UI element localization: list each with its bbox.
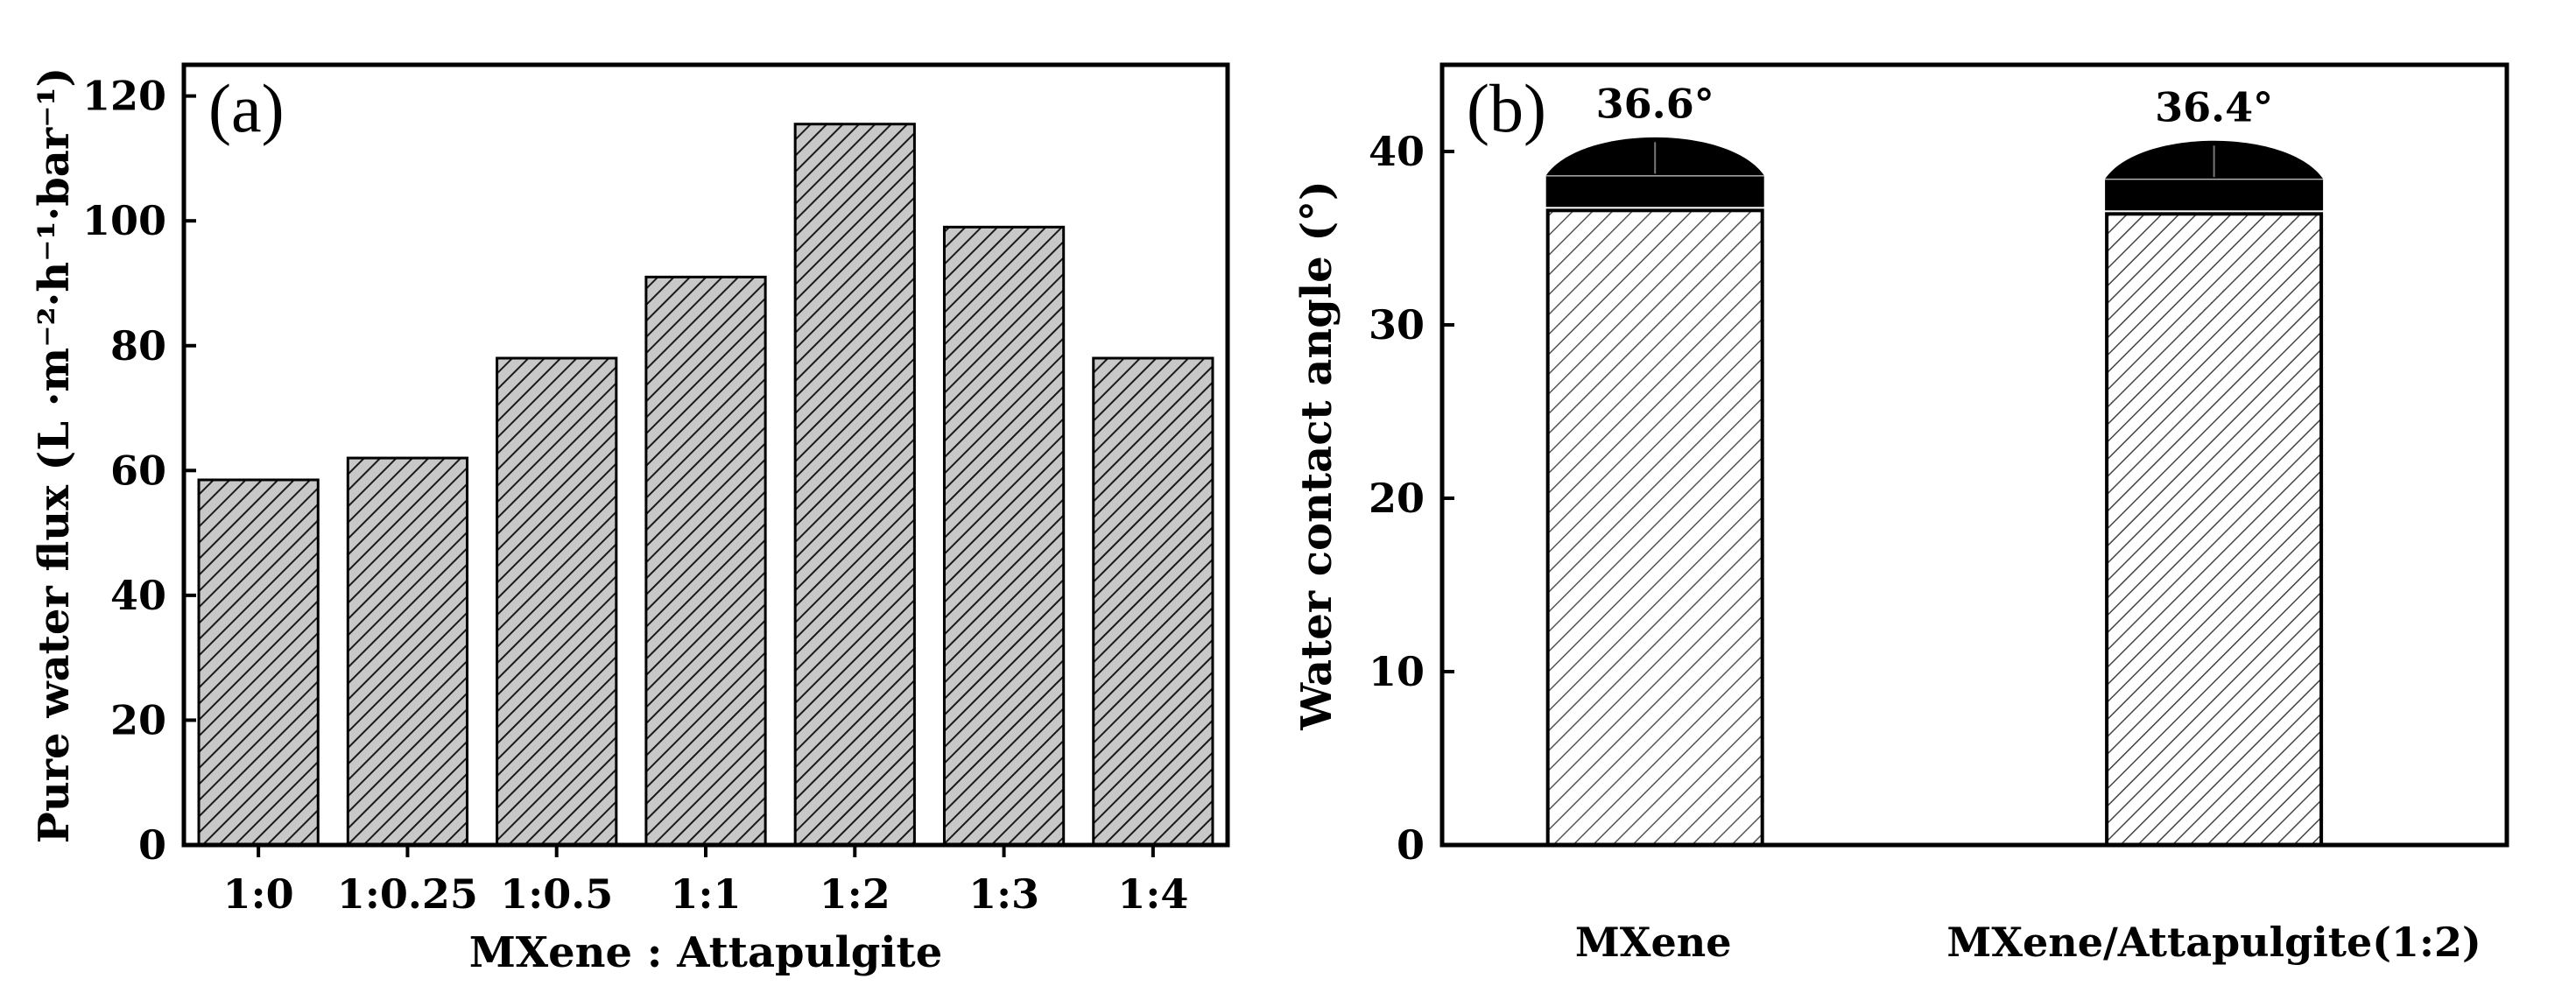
panel-a-y-tick-label: 60 (110, 447, 166, 494)
panel-a-x-tick-label: 1:1 (671, 870, 742, 918)
panel-b: (b) 0 10 20 30 40 36.6° 36.4° MXene MXene/Atta… (1292, 62, 2509, 966)
panel-b-y-axis-title: Water contact angle (°) (1292, 180, 1341, 731)
panel-b-x-ticklabels: MXene MXene/Attapulgite(1:2) (1575, 919, 2481, 966)
panel-a-y-tick-label: 120 (82, 73, 166, 120)
panel-a-label: (a) (208, 70, 285, 146)
panel-a-bar (1092, 356, 1214, 847)
panel-b-x-tick-label: MXene (1575, 919, 1732, 966)
panel-a-y-ticks: 0 20 40 60 80 100 120 (82, 73, 196, 869)
panel-a-x-tick-label: 1:0.5 (500, 870, 613, 918)
panel-a-y-tick-label: 20 (110, 696, 166, 743)
panel-b-bars: 36.6° 36.4° (1545, 80, 2324, 847)
panel-a: (a) 0 20 40 60 80 100 120 1:0 1:0.25 1:0.5 1:1 1:2… (30, 62, 1230, 977)
panel-a-x-tick-label: 1:3 (968, 870, 1039, 918)
panel-a-bar (942, 225, 1066, 847)
panel-a-y-tick-label: 100 (82, 197, 166, 244)
panel-b-y-tick-label: 30 (1369, 301, 1425, 349)
panel-b-bar (2105, 212, 2324, 847)
panel-b-y-tick-label: 40 (1369, 128, 1425, 175)
panel-b-angle-label: 36.4° (2155, 83, 2273, 130)
panel-a-bar (346, 456, 469, 847)
panel-a-y-tick-label: 40 (110, 572, 166, 619)
panel-a-bar (793, 123, 916, 847)
panel-b-y-ticks: 0 10 20 30 40 (1369, 128, 1454, 869)
panel-b-y-tick-label: 20 (1369, 475, 1425, 522)
panel-a-x-axis-title: MXene : Attapulgite (469, 928, 943, 977)
panel-b-angle-label: 36.6° (1596, 80, 1714, 127)
panel-a-y-tick-label: 0 (138, 821, 166, 869)
panel-a-x-tick-label: 1:2 (820, 870, 890, 918)
panel-b-y-tick-label: 10 (1369, 648, 1425, 695)
panel-a-x-tick-label: 1:0.25 (337, 870, 478, 918)
panel-b-substrate (2105, 179, 2324, 211)
panel-a-x-tick-label: 1:0 (223, 870, 294, 918)
panel-b-plot-frame (1439, 62, 2509, 848)
panel-b-x-tick-label: MXene/Attapulgite(1:2) (1946, 919, 2481, 966)
panel-a-bar (644, 275, 767, 847)
panel-a-x-tick-label: 1:4 (1117, 870, 1188, 918)
panel-a-bars (197, 123, 1214, 847)
panel-a-y-tick-label: 80 (110, 322, 166, 370)
panel-b-label: (b) (1467, 70, 1546, 146)
panel-b-substrate (1545, 175, 1764, 208)
panel-b-bar (1545, 208, 1764, 847)
panel-a-bar (197, 478, 320, 847)
panel-a-bar (496, 356, 618, 847)
panel-b-y-tick-label: 0 (1397, 821, 1425, 869)
panel-a-x-ticklabels: 1:0 1:0.25 1:0.5 1:1 1:2 1:3 1:4 (223, 845, 1188, 918)
panel-a-y-axis-title: Pure water flux (L ·m⁻²·h⁻¹·bar⁻¹) (30, 67, 79, 844)
